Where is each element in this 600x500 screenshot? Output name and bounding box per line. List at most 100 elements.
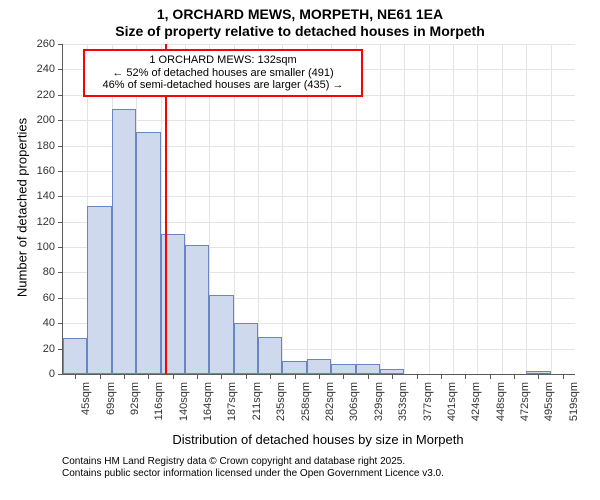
ytick-mark	[58, 69, 63, 70]
ytick-label: 80	[43, 266, 55, 278]
ytick-mark	[58, 95, 63, 96]
histogram-bar	[282, 361, 306, 374]
histogram-bar	[331, 364, 355, 374]
xtick-label: 116sqm	[153, 382, 165, 432]
annotation-line3: 46% of semi-detached houses are larger (…	[91, 79, 355, 92]
xtick-mark	[490, 374, 491, 379]
xtick-label: 377sqm	[422, 382, 434, 432]
title-line2: Size of property relative to detached ho…	[0, 23, 600, 40]
gridline-v	[526, 44, 527, 374]
gridline-v	[380, 44, 381, 374]
ytick-mark	[58, 44, 63, 45]
annotation-line1: 1 ORCHARD MEWS: 132sqm	[91, 54, 355, 67]
gridline-v	[477, 44, 478, 374]
histogram-bar	[136, 132, 160, 374]
xtick-mark	[173, 374, 174, 379]
xtick-mark	[246, 374, 247, 379]
xtick-label: 187sqm	[226, 382, 238, 432]
histogram-bar	[356, 364, 380, 374]
xtick-mark	[124, 374, 125, 379]
ytick-label: 20	[43, 343, 55, 355]
xtick-mark	[221, 374, 222, 379]
ytick-mark	[58, 298, 63, 299]
title-block: 1, ORCHARD MEWS, MORPETH, NE61 1EA Size …	[0, 0, 600, 40]
ytick-label: 120	[37, 216, 55, 228]
ytick-label: 100	[37, 241, 55, 253]
ytick-label: 140	[37, 190, 55, 202]
ytick-label: 200	[37, 114, 55, 126]
xtick-label: 258sqm	[300, 382, 312, 432]
xtick-label: 495sqm	[543, 382, 555, 432]
annotation-box: 1 ORCHARD MEWS: 132sqm← 52% of detached …	[83, 49, 363, 97]
chart-container: 1, ORCHARD MEWS, MORPETH, NE61 1EA Size …	[0, 0, 600, 500]
plot-area: 02040608010012014016018020022024026045sq…	[62, 44, 575, 375]
xtick-mark	[514, 374, 515, 379]
gridline-v	[502, 44, 503, 374]
xtick-label: 448sqm	[495, 382, 507, 432]
xtick-mark	[319, 374, 320, 379]
attribution: Contains HM Land Registry data © Crown c…	[62, 456, 444, 480]
gridline-v	[551, 44, 552, 374]
xtick-mark	[197, 374, 198, 379]
ytick-mark	[58, 222, 63, 223]
histogram-bar	[258, 337, 282, 374]
xtick-label: 472sqm	[519, 382, 531, 432]
ytick-mark	[58, 146, 63, 147]
ytick-label: 220	[37, 89, 55, 101]
xtick-mark	[343, 374, 344, 379]
xtick-mark	[100, 374, 101, 379]
ytick-label: 40	[43, 317, 55, 329]
xtick-mark	[368, 374, 369, 379]
histogram-bar	[112, 109, 136, 374]
ytick-mark	[58, 323, 63, 324]
xtick-mark	[441, 374, 442, 379]
xtick-label: 519sqm	[568, 382, 580, 432]
ytick-mark	[58, 196, 63, 197]
gridline-v	[429, 44, 430, 374]
xtick-label: 306sqm	[348, 382, 360, 432]
gridline-h	[63, 120, 575, 121]
annotation-line2: ← 52% of detached houses are smaller (49…	[91, 67, 355, 80]
xtick-label: 424sqm	[470, 382, 482, 432]
ytick-mark	[58, 120, 63, 121]
gridline-v	[453, 44, 454, 374]
ytick-label: 240	[37, 63, 55, 75]
xtick-label: 69sqm	[105, 382, 117, 432]
xtick-mark	[465, 374, 466, 379]
histogram-bar	[307, 359, 331, 374]
ytick-label: 180	[37, 140, 55, 152]
attribution-line1: Contains HM Land Registry data © Crown c…	[62, 456, 444, 468]
histogram-bar	[209, 295, 233, 374]
histogram-bar	[234, 323, 258, 374]
xtick-mark	[270, 374, 271, 379]
xtick-mark	[295, 374, 296, 379]
xtick-mark	[75, 374, 76, 379]
xtick-mark	[417, 374, 418, 379]
xtick-label: 92sqm	[129, 382, 141, 432]
ytick-label: 0	[49, 368, 55, 380]
xtick-label: 211sqm	[251, 382, 263, 432]
xtick-label: 45sqm	[80, 382, 92, 432]
ytick-mark	[58, 171, 63, 172]
gridline-h	[63, 44, 575, 45]
x-axis-title: Distribution of detached houses by size …	[62, 432, 574, 447]
xtick-mark	[538, 374, 539, 379]
ytick-mark	[58, 272, 63, 273]
attribution-line2: Contains public sector information licen…	[62, 468, 444, 480]
ytick-mark	[58, 247, 63, 248]
xtick-label: 282sqm	[324, 382, 336, 432]
xtick-label: 353sqm	[397, 382, 409, 432]
histogram-bar	[185, 245, 209, 374]
xtick-label: 401sqm	[446, 382, 458, 432]
y-axis-title: Number of detached properties	[15, 108, 30, 308]
histogram-bar	[63, 338, 87, 374]
histogram-bar	[87, 206, 111, 374]
xtick-mark	[392, 374, 393, 379]
title-line1: 1, ORCHARD MEWS, MORPETH, NE61 1EA	[0, 6, 600, 23]
xtick-label: 164sqm	[202, 382, 214, 432]
xtick-mark	[563, 374, 564, 379]
ytick-mark	[58, 374, 63, 375]
gridline-v	[404, 44, 405, 374]
ytick-label: 260	[37, 38, 55, 50]
xtick-mark	[148, 374, 149, 379]
